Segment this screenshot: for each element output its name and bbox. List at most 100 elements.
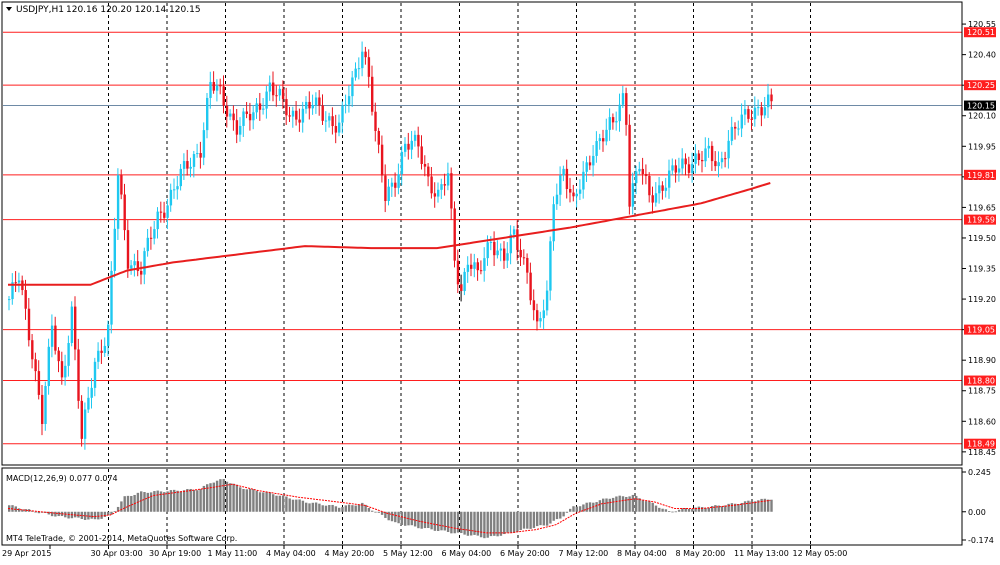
- candle-body: [44, 386, 47, 424]
- price-tick-label: 120.55: [968, 20, 996, 29]
- candle-body: [328, 116, 331, 121]
- candle-body: [219, 85, 222, 87]
- candle-body: [476, 262, 479, 271]
- candle-body: [37, 371, 41, 395]
- level-price-box: [964, 375, 996, 386]
- macd-bar: [658, 507, 661, 512]
- price-tick-label: 119.35: [968, 265, 996, 274]
- macd-bar: [321, 505, 324, 512]
- candle-body: [275, 95, 278, 97]
- macd-bar: [324, 505, 328, 512]
- candle-body: [404, 143, 407, 152]
- candle-body: [394, 182, 397, 188]
- candle-body: [526, 257, 529, 273]
- price-tick-label: 118.75: [968, 387, 996, 396]
- macd-bar: [215, 480, 219, 512]
- macd-bar: [638, 498, 641, 512]
- macd-bar: [694, 507, 697, 512]
- macd-bar: [367, 508, 371, 512]
- macd-bar: [651, 502, 654, 512]
- candle-body: [743, 109, 747, 115]
- macd-bar: [737, 504, 740, 512]
- macd-bar: [539, 511, 542, 526]
- macd-bar: [549, 511, 552, 524]
- macd-bar: [542, 511, 545, 526]
- main-panel-frame: [1, 1, 963, 466]
- candle-body: [522, 257, 526, 259]
- candle-body: [747, 109, 750, 119]
- candle-body: [192, 154, 196, 167]
- candle-body: [70, 306, 74, 344]
- macd-bar: [377, 511, 380, 513]
- macd-bar: [176, 490, 179, 512]
- macd-bar: [222, 478, 225, 512]
- macd-bar: [400, 511, 404, 526]
- candle-body: [341, 105, 344, 123]
- candle-body: [595, 141, 598, 156]
- time-tick-label: 1 May 11:00: [208, 549, 258, 558]
- candle-body: [542, 310, 545, 319]
- candle-body: [536, 310, 539, 322]
- macd-bar: [595, 502, 598, 512]
- macd-bar: [225, 481, 229, 512]
- macd-bar: [437, 511, 440, 532]
- candle-body: [549, 241, 552, 291]
- candle-body: [720, 158, 724, 163]
- macd-bar: [47, 511, 50, 515]
- candle-body: [298, 119, 301, 123]
- time-tick-label: 29 Apr 2015: [2, 549, 51, 558]
- level-price-label: 120.51: [967, 28, 995, 37]
- candle-body: [420, 146, 423, 164]
- macd-bar: [285, 496, 288, 512]
- level-price-box: [964, 80, 996, 91]
- candle-body: [724, 158, 727, 160]
- candle-body: [182, 161, 186, 169]
- macd-bar: [562, 511, 565, 517]
- candle-body: [585, 162, 588, 172]
- candle-body: [311, 105, 314, 109]
- macd-bar: [743, 501, 747, 512]
- macd-bar: [734, 503, 737, 512]
- time-tick-label: 30 Apr 03:00: [91, 549, 143, 558]
- macd-bar: [308, 503, 311, 512]
- macd-bar: [354, 505, 357, 512]
- macd-histogram: [8, 478, 773, 539]
- horizontal-levels: [3, 31, 962, 445]
- candle-body: [555, 194, 559, 205]
- current-price-box: [964, 100, 996, 111]
- macd-bar: [21, 509, 24, 512]
- candle-body: [687, 164, 691, 173]
- macd-bar: [272, 494, 275, 512]
- candle-body: [430, 176, 433, 194]
- macd-bar: [54, 511, 57, 517]
- level-price-box: [964, 438, 996, 449]
- macd-bar: [565, 511, 569, 513]
- dropdown-triangle-icon[interactable]: [6, 7, 12, 11]
- candle-body: [334, 126, 338, 133]
- level-price-box: [964, 324, 996, 335]
- candle-body: [100, 350, 103, 353]
- candle-body: [750, 118, 753, 120]
- macd-bar: [552, 511, 555, 521]
- level-price-box: [964, 214, 996, 225]
- macd-bar: [143, 492, 146, 512]
- macd-bar: [397, 511, 400, 524]
- level-price-box: [964, 27, 996, 38]
- candle-body: [529, 272, 532, 301]
- macd-bar: [489, 511, 493, 537]
- candle-body: [50, 325, 54, 347]
- macd-bar: [423, 511, 427, 529]
- candle-body: [324, 120, 328, 122]
- macd-bar: [763, 498, 767, 512]
- macd-tick-label: 0.00: [968, 508, 986, 517]
- candle-body: [93, 361, 97, 388]
- time-axis: 29 Apr 2015 30 Apr 03:00 30 Apr 19:00 1 May…: [2, 545, 847, 558]
- candle-body: [704, 148, 707, 162]
- candle-body: [727, 140, 730, 159]
- macd-bar: [479, 511, 483, 538]
- candle-body: [470, 264, 473, 269]
- candle-body: [598, 138, 602, 142]
- candle-body: [440, 184, 443, 190]
